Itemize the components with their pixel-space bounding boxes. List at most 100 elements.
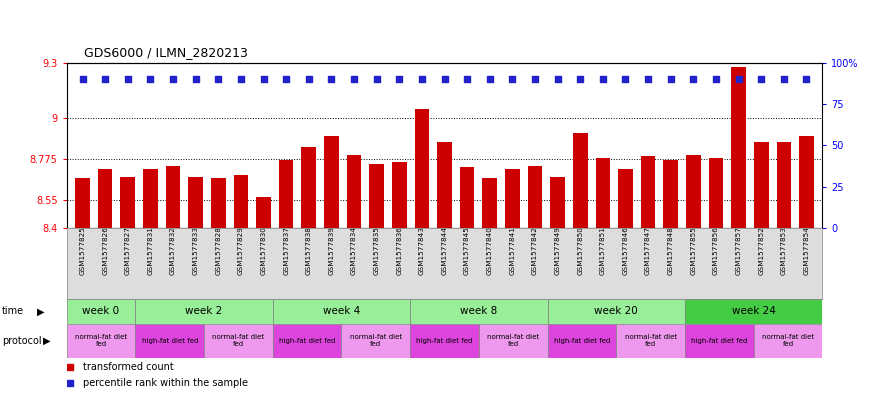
- Point: [234, 76, 248, 83]
- Bar: [460, 167, 475, 228]
- Bar: [618, 169, 633, 228]
- Bar: [685, 299, 822, 324]
- Bar: [685, 324, 754, 358]
- Point: [663, 76, 677, 83]
- Text: normal-fat diet
fed: normal-fat diet fed: [75, 334, 127, 347]
- Point: [324, 76, 339, 83]
- Bar: [301, 147, 316, 228]
- Bar: [528, 165, 542, 228]
- Point: [63, 380, 77, 386]
- Bar: [550, 176, 565, 228]
- Bar: [414, 109, 429, 228]
- Text: normal-fat diet
fed: normal-fat diet fed: [625, 334, 677, 347]
- Bar: [663, 160, 678, 228]
- Point: [76, 76, 90, 83]
- Bar: [548, 299, 685, 324]
- Bar: [505, 169, 520, 228]
- Point: [528, 76, 542, 83]
- Bar: [732, 66, 746, 228]
- Point: [188, 76, 203, 83]
- Bar: [324, 136, 339, 228]
- Bar: [143, 169, 157, 228]
- Point: [212, 76, 226, 83]
- Text: percentile rank within the sample: percentile rank within the sample: [84, 378, 248, 388]
- Bar: [273, 324, 341, 358]
- Bar: [410, 324, 479, 358]
- Bar: [437, 142, 452, 228]
- Point: [483, 76, 497, 83]
- Bar: [596, 158, 610, 228]
- Bar: [709, 158, 724, 228]
- Bar: [341, 324, 410, 358]
- Text: high-fat diet fed: high-fat diet fed: [279, 338, 335, 344]
- Bar: [754, 142, 769, 228]
- Text: high-fat diet fed: high-fat diet fed: [416, 338, 473, 344]
- Bar: [369, 164, 384, 228]
- Text: high-fat diet fed: high-fat diet fed: [141, 338, 198, 344]
- Point: [709, 76, 723, 83]
- Bar: [165, 165, 180, 228]
- Text: ▶: ▶: [37, 307, 44, 316]
- Text: week 2: week 2: [186, 307, 222, 316]
- Point: [732, 76, 746, 83]
- Point: [641, 76, 655, 83]
- Bar: [98, 169, 113, 228]
- Point: [370, 76, 384, 83]
- Text: week 20: week 20: [595, 307, 638, 316]
- Text: time: time: [2, 307, 24, 316]
- Bar: [273, 299, 410, 324]
- Point: [596, 76, 610, 83]
- Text: week 4: week 4: [323, 307, 360, 316]
- Bar: [754, 324, 822, 358]
- Bar: [573, 132, 588, 228]
- Bar: [686, 154, 701, 228]
- Bar: [776, 142, 791, 228]
- Point: [573, 76, 588, 83]
- Point: [686, 76, 701, 83]
- Point: [460, 76, 474, 83]
- Bar: [641, 156, 655, 228]
- Bar: [67, 299, 135, 324]
- Point: [143, 76, 157, 83]
- Text: ▶: ▶: [43, 336, 50, 346]
- Point: [98, 76, 112, 83]
- Point: [279, 76, 293, 83]
- Bar: [279, 160, 293, 228]
- Text: protocol: protocol: [2, 336, 42, 346]
- Point: [392, 76, 406, 83]
- Bar: [135, 299, 273, 324]
- Point: [301, 76, 316, 83]
- Bar: [211, 178, 226, 228]
- Text: normal-fat diet
fed: normal-fat diet fed: [762, 334, 814, 347]
- Point: [799, 76, 813, 83]
- Bar: [67, 324, 135, 358]
- Bar: [135, 324, 204, 358]
- Text: transformed count: transformed count: [84, 362, 174, 372]
- Point: [550, 76, 565, 83]
- Bar: [392, 162, 406, 228]
- Point: [347, 76, 361, 83]
- Text: normal-fat diet
fed: normal-fat diet fed: [212, 334, 264, 347]
- Bar: [256, 197, 271, 228]
- Text: normal-fat diet
fed: normal-fat diet fed: [487, 334, 540, 347]
- Bar: [616, 324, 685, 358]
- Point: [505, 76, 519, 83]
- Point: [619, 76, 633, 83]
- Point: [437, 76, 452, 83]
- Point: [166, 76, 180, 83]
- Bar: [799, 136, 813, 228]
- Text: high-fat diet fed: high-fat diet fed: [691, 338, 748, 344]
- Text: week 24: week 24: [732, 307, 775, 316]
- Bar: [234, 175, 248, 228]
- Point: [777, 76, 791, 83]
- Bar: [548, 324, 616, 358]
- Point: [121, 76, 135, 83]
- Bar: [188, 176, 203, 228]
- Bar: [120, 176, 135, 228]
- Text: week 8: week 8: [461, 307, 498, 316]
- Text: GDS6000 / ILMN_2820213: GDS6000 / ILMN_2820213: [84, 46, 248, 59]
- Point: [415, 76, 429, 83]
- Point: [256, 76, 270, 83]
- Bar: [410, 299, 548, 324]
- Point: [63, 364, 77, 370]
